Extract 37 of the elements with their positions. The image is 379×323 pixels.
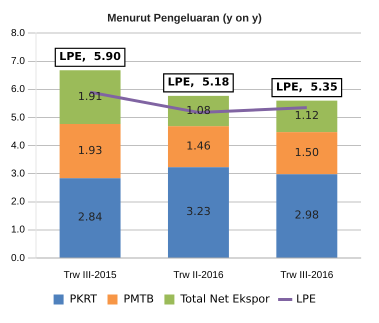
bar [168,167,229,258]
y-tick-label: 5.0 [10,112,26,124]
y-tick-label: 7.0 [10,56,26,68]
y-tick-label: 1.0 [10,224,26,236]
bar [60,178,121,258]
y-tick-label: 0.0 [10,252,26,264]
data-label: 1.46 [186,140,211,153]
data-label: 1.12 [294,109,320,122]
legend-label: LPE [296,292,316,306]
data-label: LPE, 5.35 [276,80,338,94]
data-label: LPE, 5.18 [168,76,230,89]
y-tick-label: 4.0 [10,140,26,152]
y-tick-label: 8.0 [10,28,26,39]
bar [60,124,121,178]
data-label: 2.84 [78,210,102,224]
data-label: 1.91 [78,90,102,103]
data-label: 1.93 [78,144,102,157]
legend-label: Total Net Ekspor [179,292,270,306]
x-tick-label: Trw III-2015 [64,270,118,281]
y-tick-label: 6.0 [10,84,26,96]
bar [276,132,338,174]
bar [60,70,121,124]
data-label: 3.23 [186,205,211,218]
bar [276,100,338,132]
y-tick-label: 2.0 [10,196,26,208]
y-tick-label: 3.0 [10,168,26,180]
x-tick-label: Trw II-2016 [173,270,224,281]
data-label: 1.50 [294,146,320,160]
legend-label: PKRT [70,292,98,306]
chart-title: Menurut Pengeluaran (y on y) [107,12,262,25]
legend-label: PMTB [124,292,154,306]
data-label: LPE, 5.90 [59,50,122,64]
data-label: 2.98 [294,208,320,222]
data-label: 1.08 [186,104,211,117]
bar [276,174,338,258]
bar [168,126,229,168]
x-tick-label: Trw III-2016 [280,270,334,281]
